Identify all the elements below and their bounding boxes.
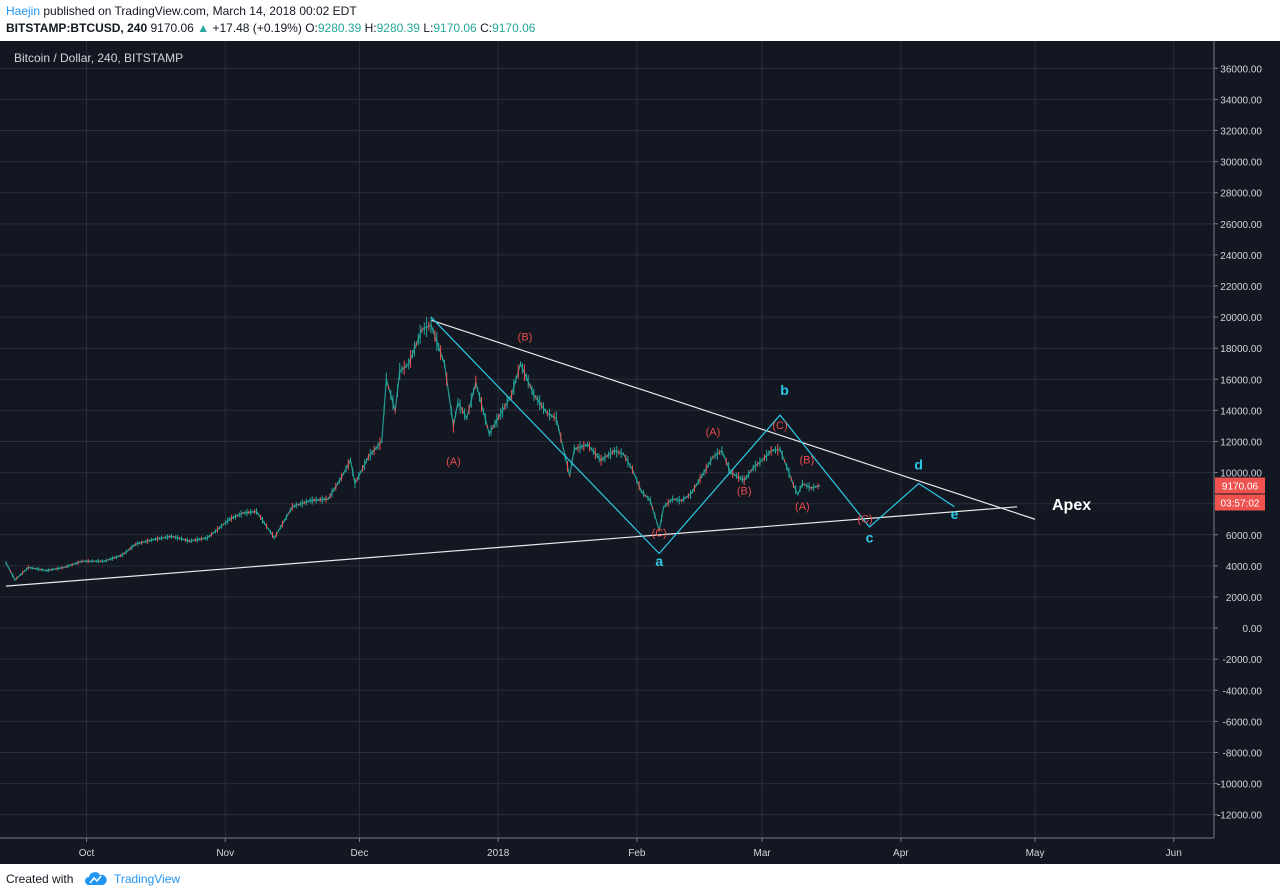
y-tick-label: 30000.00 [1220, 158, 1262, 169]
x-tick-label: Apr [893, 848, 909, 859]
last-price: 9170.06 [150, 21, 194, 35]
open-value: 9280.39 [317, 21, 362, 35]
y-tick-label: 26000.00 [1220, 220, 1262, 231]
wave-label-red: (A) [706, 426, 721, 438]
x-tick-label: Dec [351, 848, 369, 859]
close-value: 9170.06 [492, 21, 536, 35]
y-tick-label: -4000.00 [1223, 686, 1263, 697]
y-tick-label: 12000.00 [1220, 438, 1262, 449]
price-change: +17.48 (+0.19%) [212, 21, 302, 35]
x-tick-label: 2018 [487, 848, 510, 859]
x-tick-label: Feb [628, 848, 646, 859]
y-tick-label: -2000.00 [1223, 655, 1263, 666]
x-tick-label: Jun [1166, 848, 1182, 859]
wave-label-red: (B) [518, 331, 533, 343]
low-value: 9170.06 [433, 21, 477, 35]
wave-label-red: (A) [795, 501, 810, 513]
price-axis [1214, 41, 1280, 864]
symbol-line: BITSTAMP:BTCUSD, 240 9170.06 ▲ +17.48 (+… [6, 21, 535, 35]
chart-title: Bitcoin / Dollar, 240, BITSTAMP [14, 51, 183, 65]
apex-annotation: Apex [1052, 497, 1091, 514]
low-label: L: [423, 21, 434, 35]
y-tick-label: 10000.00 [1220, 469, 1262, 480]
wave-label-red: (B) [800, 454, 815, 466]
chart-area[interactable]: 36000.00 34000.00 32000.00 30000.00 28000.00… [0, 41, 1280, 864]
publish-line: Haejin published on TradingView.com, Mar… [6, 4, 357, 18]
high-label: H: [364, 21, 377, 35]
wave-label-red: (C) [857, 513, 872, 525]
last-price-tag [1215, 477, 1265, 494]
y-tick-label: 2000.00 [1226, 593, 1263, 604]
wave-label-red: (C) [652, 527, 667, 539]
y-tick-label: 16000.00 [1220, 375, 1262, 386]
y-tick-label: -6000.00 [1223, 717, 1263, 728]
y-tick-label: 0.00 [1243, 624, 1263, 635]
wave-label-cyan: a [655, 553, 663, 569]
y-tick-label: 32000.00 [1220, 127, 1262, 138]
y-tick-label: -10000.00 [1217, 780, 1262, 791]
elliott-wave-path [430, 316, 955, 555]
countdown-label: 03:57:02 [1221, 499, 1260, 510]
published-text: published on TradingView.com, March 14, … [43, 4, 357, 18]
y-tick-label: 22000.00 [1220, 282, 1262, 293]
x-tick-label: Nov [216, 848, 234, 859]
wave-label-cyan: c [866, 530, 874, 546]
y-tick-label: 24000.00 [1220, 251, 1262, 262]
wave-label-cyan: b [780, 382, 789, 398]
wave-label-red: (A) [446, 456, 461, 468]
tradingview-cloud-icon [85, 872, 107, 885]
y-tick-label: 6000.00 [1226, 531, 1263, 542]
x-tick-label: May [1026, 848, 1045, 859]
price-chart[interactable]: 36000.00 34000.00 32000.00 30000.00 28000.00… [0, 41, 1280, 864]
x-tick-label: Mar [754, 848, 772, 859]
created-with-text: Created with [6, 872, 74, 886]
close-label: C: [480, 21, 493, 35]
x-tick-label: Oct [79, 848, 95, 859]
trendline [430, 319, 1036, 520]
last-price-label: 9170.06 [1222, 482, 1259, 493]
wave-label-red: (C) [772, 420, 787, 432]
open-label: O: [305, 21, 318, 35]
y-tick-label: 20000.00 [1220, 313, 1262, 324]
symbol-name: BITSTAMP:BTCUSD, 240 [6, 21, 148, 35]
y-tick-label: 18000.00 [1220, 344, 1262, 355]
y-tick-label: 4000.00 [1226, 562, 1263, 573]
y-tick-label: 36000.00 [1220, 64, 1262, 75]
wave-label-cyan: e [951, 506, 959, 522]
high-value: 9280.39 [376, 21, 420, 35]
y-tick-label: -8000.00 [1223, 748, 1263, 759]
footer: Created with TradingView [0, 864, 1280, 896]
countdown-tag [1215, 494, 1265, 511]
wave-label-cyan: d [914, 456, 923, 472]
y-tick-label: 28000.00 [1220, 189, 1262, 200]
wave-label-red: (B) [737, 485, 752, 497]
y-tick-label: 14000.00 [1220, 406, 1262, 417]
trendline [5, 506, 1018, 587]
tradingview-link[interactable]: TradingView [114, 872, 181, 886]
change-arrow-icon: ▲ [197, 21, 210, 35]
y-tick-label: 34000.00 [1220, 95, 1262, 106]
price-line [5, 324, 821, 581]
author-link[interactable]: Haejin [6, 4, 41, 18]
y-tick-label: -12000.00 [1217, 811, 1262, 822]
